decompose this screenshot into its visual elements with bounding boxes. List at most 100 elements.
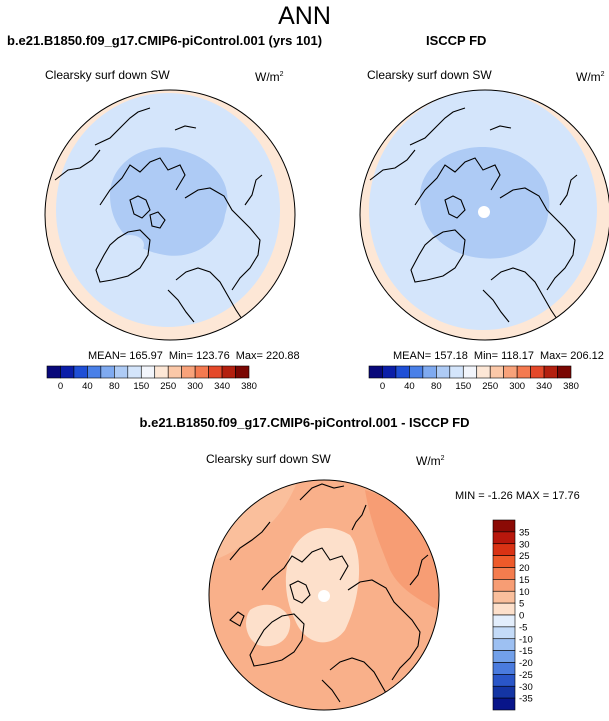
colorbar-2-swatch <box>489 365 504 379</box>
colorbar-3-tick-label: 0 <box>519 611 524 622</box>
colorbar-2-swatch <box>449 365 464 379</box>
colorbar-2-swatch <box>422 365 437 379</box>
difference-units: W/m2 <box>416 454 445 468</box>
panel-2-stats: MEAN= 157.18 Min= 118.17 Max= 206.12 <box>393 350 609 362</box>
colorbar-2-tick-label: 380 <box>563 381 579 392</box>
colorbar-2-swatch <box>409 365 424 379</box>
colorbar-3-swatch <box>492 626 516 640</box>
panel-1-min: Min= 123.76 <box>168 350 230 362</box>
colorbar-3-tick-label: -15 <box>519 646 533 657</box>
colorbar-2-tick-label: 0 <box>380 381 385 392</box>
colorbar-3-tick-label: 5 <box>519 599 524 610</box>
colorbar-3-swatch <box>492 662 516 675</box>
colorbar-3-tick-label: 35 <box>519 527 530 538</box>
colorbar-1-tick-label: 340 <box>214 381 230 392</box>
colorbar-3-tick-label: 25 <box>519 551 530 562</box>
colorbar-3-swatch <box>492 579 516 592</box>
colorbar-3-swatch <box>492 567 516 580</box>
panel-1-units: W/m2 <box>255 70 284 84</box>
colorbar-1-swatch <box>194 365 209 379</box>
colorbar-1-swatch <box>154 365 169 379</box>
map-2 <box>359 89 609 341</box>
colorbar-3-tick-label: -10 <box>519 634 533 645</box>
colorbar-3-tick-label: 10 <box>519 587 530 598</box>
colorbar-2-swatch <box>395 365 410 379</box>
difference-minmax: MIN = -1.26 MAX = 17.76 <box>455 490 580 502</box>
colorbar-3-swatch <box>492 543 516 556</box>
colorbar-2-tick-label: 340 <box>536 381 552 392</box>
colorbar-1-swatch <box>127 365 142 379</box>
map-3-pole-missing <box>318 590 330 602</box>
colorbar-1-swatch <box>140 365 156 379</box>
colorbar-3-tick-label: -20 <box>519 658 533 669</box>
colorbar-2-tick-label: 150 <box>455 381 471 392</box>
colorbar-1-swatch <box>114 365 129 379</box>
colorbar-3-swatch <box>492 519 516 533</box>
map-1-border <box>44 89 296 341</box>
colorbar-3-tick-label: 20 <box>519 563 530 574</box>
colorbar-3-swatch <box>492 614 516 628</box>
colorbar-3-tick-label: -25 <box>519 670 533 681</box>
colorbar-1-swatch <box>73 365 88 379</box>
colorbar-1-tick-label: 380 <box>241 381 257 392</box>
colorbar-3-swatch <box>492 638 516 651</box>
colorbar-2-swatch <box>436 365 451 379</box>
panel-2-mean: MEAN= 157.18 <box>393 350 468 362</box>
colorbar-3-tick-label: -35 <box>519 694 533 705</box>
colorbar-3-swatch <box>492 531 516 545</box>
colorbar-2-swatch <box>530 365 545 379</box>
map-1-blue-core <box>110 147 228 256</box>
colorbar-3-tick-label: -5 <box>519 622 527 633</box>
map-2-coastlines <box>369 107 578 323</box>
panel-2-title: ISCCP FD <box>426 33 487 48</box>
difference-title: b.e21.B1850.f09_g17.CMIP6-piControl.001 … <box>139 415 470 430</box>
colorbar-3-swatch <box>492 590 516 604</box>
colorbar-3-swatch <box>492 602 516 616</box>
colorbar-1-swatch <box>181 365 196 379</box>
colorbar-1-swatch <box>60 365 75 379</box>
colorbar-1-swatch <box>221 365 236 379</box>
colorbar-2-tick-label: 40 <box>404 381 415 392</box>
colorbar-1-tick-label: 40 <box>82 381 93 392</box>
colorbar-3-tick-label: 30 <box>519 539 530 550</box>
map-1 <box>44 89 296 341</box>
panel-2-max: Max= 206.12 <box>539 350 604 362</box>
map-3 <box>208 479 440 711</box>
map-1-greenland-patch <box>116 235 144 255</box>
colorbar-2-swatch <box>368 365 383 379</box>
map-1-coastlines <box>54 107 263 323</box>
colorbar-1: 0 40 80 150 250 300 340 380 <box>46 365 257 392</box>
colorbar-3-swatch <box>492 555 516 568</box>
colorbar-1-tick-label: 0 <box>58 381 63 392</box>
colorbar-1-swatch <box>87 365 102 379</box>
colorbar-2-swatch <box>382 365 397 379</box>
colorbar-2-swatch <box>557 365 572 379</box>
map-2-border <box>359 89 609 341</box>
colorbar-1-swatch <box>208 365 223 379</box>
colorbar-3-swatch <box>492 674 516 687</box>
colorbar-1-tick-label: 250 <box>160 381 176 392</box>
map-2-pole-missing <box>478 206 490 218</box>
colorbar-3-swatch <box>492 697 516 711</box>
colorbar-1-swatch <box>235 365 250 379</box>
colorbar-2-tick-label: 80 <box>431 381 442 392</box>
panel-1-title: b.e21.B1850.f09_g17.CMIP6-piControl.001 … <box>7 33 323 48</box>
colorbar-3-swatch <box>492 650 516 663</box>
panel-2-min: Min= 118.17 <box>473 350 534 362</box>
page-title: ANN <box>278 2 331 30</box>
map-3-dark-region-east <box>365 490 438 610</box>
panel-1-stats: MEAN= 165.97 Min= 123.76 Max= 220.88 <box>88 350 306 362</box>
colorbar-1-tick-label: 80 <box>109 381 120 392</box>
colorbar-1-swatch <box>167 365 182 379</box>
colorbar-3-swatch <box>492 685 516 699</box>
panel-1-variable-label: Clearsky surf down SW <box>45 68 170 82</box>
colorbar-2: 0 40 80 150 250 300 340 380 <box>368 365 579 392</box>
panel-2-units: W/m2 <box>576 70 605 84</box>
colorbar-2-swatch <box>476 365 491 379</box>
colorbar-2-swatch <box>516 365 531 379</box>
colorbar-2-swatch <box>462 365 478 379</box>
map-3-border <box>208 479 440 711</box>
colorbar-3-tick-label: 15 <box>519 575 530 586</box>
map-3-coastlines <box>229 483 429 703</box>
